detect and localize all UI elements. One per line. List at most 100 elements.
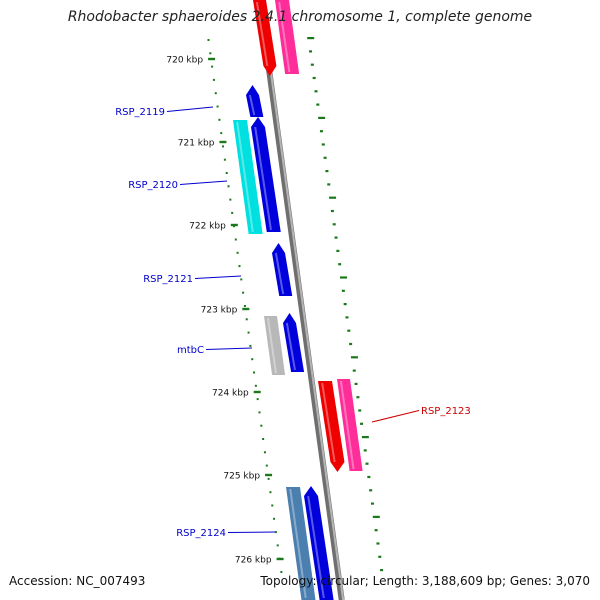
gene-feature-rsp2124-shine — [307, 495, 325, 599]
gene-feature-rsp2123-red-shine — [321, 382, 336, 463]
tick-dot-left — [265, 464, 268, 467]
tick-dot-right — [321, 143, 325, 146]
gene-feature-mtbc — [283, 313, 305, 372]
gene-feature-rsp2124 — [304, 486, 334, 600]
gene-feature-rsp2123-body — [337, 379, 363, 471]
tick-dot-left — [276, 544, 279, 547]
tick-dot-left — [251, 358, 254, 361]
tick-label: 725 kbp — [223, 472, 260, 482]
gene-feature-mtbc-grey-body — [264, 316, 286, 375]
tick-label: 722 kbp — [189, 222, 226, 232]
tick-dot-right — [327, 183, 331, 186]
gene-feature-rsp2124-steel — [286, 487, 316, 600]
tick-dot-right — [365, 462, 369, 465]
tick-label: 726 kbp — [235, 556, 272, 566]
tick-dot-right — [318, 116, 326, 119]
tick-dot-left — [234, 238, 237, 241]
backbone-highlight — [260, 0, 345, 600]
tick-dot-left — [271, 504, 274, 507]
tick-dot-left — [211, 65, 214, 68]
tick-dot-left — [238, 265, 241, 268]
tick-dot-left — [280, 571, 283, 573]
tick-dot-left — [263, 451, 266, 454]
tick-dot-left — [254, 384, 257, 387]
gene-label: RSP_2123 — [421, 406, 471, 417]
tick-dot-right — [349, 342, 353, 346]
tick-dot-left — [260, 424, 263, 427]
tick-dot-right — [369, 489, 373, 492]
gene-feature-rsp2120-body — [251, 117, 281, 232]
tick-dot-right — [319, 130, 323, 133]
tick-dot-left — [220, 132, 223, 135]
gene-label-leader — [166, 106, 214, 112]
tick-dot-right — [370, 502, 374, 505]
tick-dot-left — [245, 318, 248, 321]
gene-feature-rsp2123-shine — [339, 380, 355, 470]
gene-label: RSP_2120 — [128, 180, 178, 191]
tick-dot-left — [216, 105, 219, 108]
gene-feature-rsp2120-shine — [254, 126, 272, 231]
gene-feature-rsp2119-shine — [248, 94, 256, 116]
tick-dot-left — [209, 52, 212, 55]
tick-dot-left — [274, 531, 277, 534]
tick-dot-left — [225, 172, 228, 174]
tick-dot-left — [240, 278, 243, 281]
tick-dot-right — [372, 515, 380, 518]
tick-dot-right — [309, 50, 313, 53]
tick-dot-right — [363, 449, 367, 452]
gene-label: RSP_2119 — [115, 107, 165, 118]
tick-dot-right — [380, 569, 384, 572]
gene-feature-rsp2120 — [251, 117, 281, 232]
tick-dot-right — [354, 382, 358, 385]
tick-dot-right — [356, 396, 360, 399]
gene-label-leader — [371, 410, 420, 423]
tick-dot-left — [267, 477, 270, 480]
gene-feature-red-top-shine — [255, 1, 269, 67]
gene-feature-red-top — [253, 0, 277, 76]
tick-dot-left — [207, 39, 210, 41]
tick-dot-left — [227, 185, 230, 188]
tick-dot-right — [352, 369, 356, 372]
gene-label: RSP_2124 — [176, 528, 226, 539]
tick-label: 720 kbp — [166, 56, 203, 66]
map-title: Rhodobacter sphaeroides 2.4.1 chromosome… — [67, 9, 533, 25]
tick-dot-right — [343, 303, 347, 306]
gene-label: mtbC — [177, 345, 204, 356]
tick-label: 723 kbp — [201, 306, 238, 316]
gene-feature-pink-top-body — [275, 0, 300, 74]
gene-feature-rsp2121 — [272, 243, 293, 296]
tick-dot-right — [329, 196, 337, 199]
tick-dot-left — [236, 251, 239, 254]
tick-dot-right — [312, 76, 316, 80]
tick-dot-left — [242, 291, 245, 294]
gene-label: RSP_2121 — [143, 274, 193, 285]
tick-dot-right — [338, 263, 342, 266]
major-tick-mark — [208, 57, 216, 61]
tick-dot-right — [307, 37, 315, 40]
gene-feature-rsp2121-shine — [274, 252, 285, 295]
major-tick-mark — [230, 223, 238, 227]
tick-dot-left — [249, 344, 252, 347]
gene-label-leader — [179, 180, 228, 185]
backbone-line — [256, 0, 345, 600]
gene-feature-pink-top-shine — [278, 1, 291, 73]
tick-dot-right — [367, 475, 371, 479]
gene-feature-red-top-body — [253, 0, 277, 76]
tick-dot-left — [253, 371, 256, 374]
major-tick-mark — [219, 140, 227, 144]
major-tick-mark — [253, 390, 261, 394]
tick-dot-right — [340, 276, 348, 279]
tick-dot-right — [310, 63, 314, 66]
gene-feature-rsp2124-steel-shine — [289, 488, 307, 599]
tick-dot-left — [222, 145, 225, 148]
tick-dot-right — [325, 170, 329, 173]
tick-dot-left — [269, 491, 272, 494]
tick-dot-left — [223, 158, 226, 161]
tick-dot-right — [334, 236, 338, 239]
tick-dot-right — [374, 529, 378, 532]
gene-label-leader — [205, 347, 253, 350]
tick-dot-right — [345, 316, 349, 319]
gene-feature-rsp2123-red-body — [318, 381, 345, 472]
